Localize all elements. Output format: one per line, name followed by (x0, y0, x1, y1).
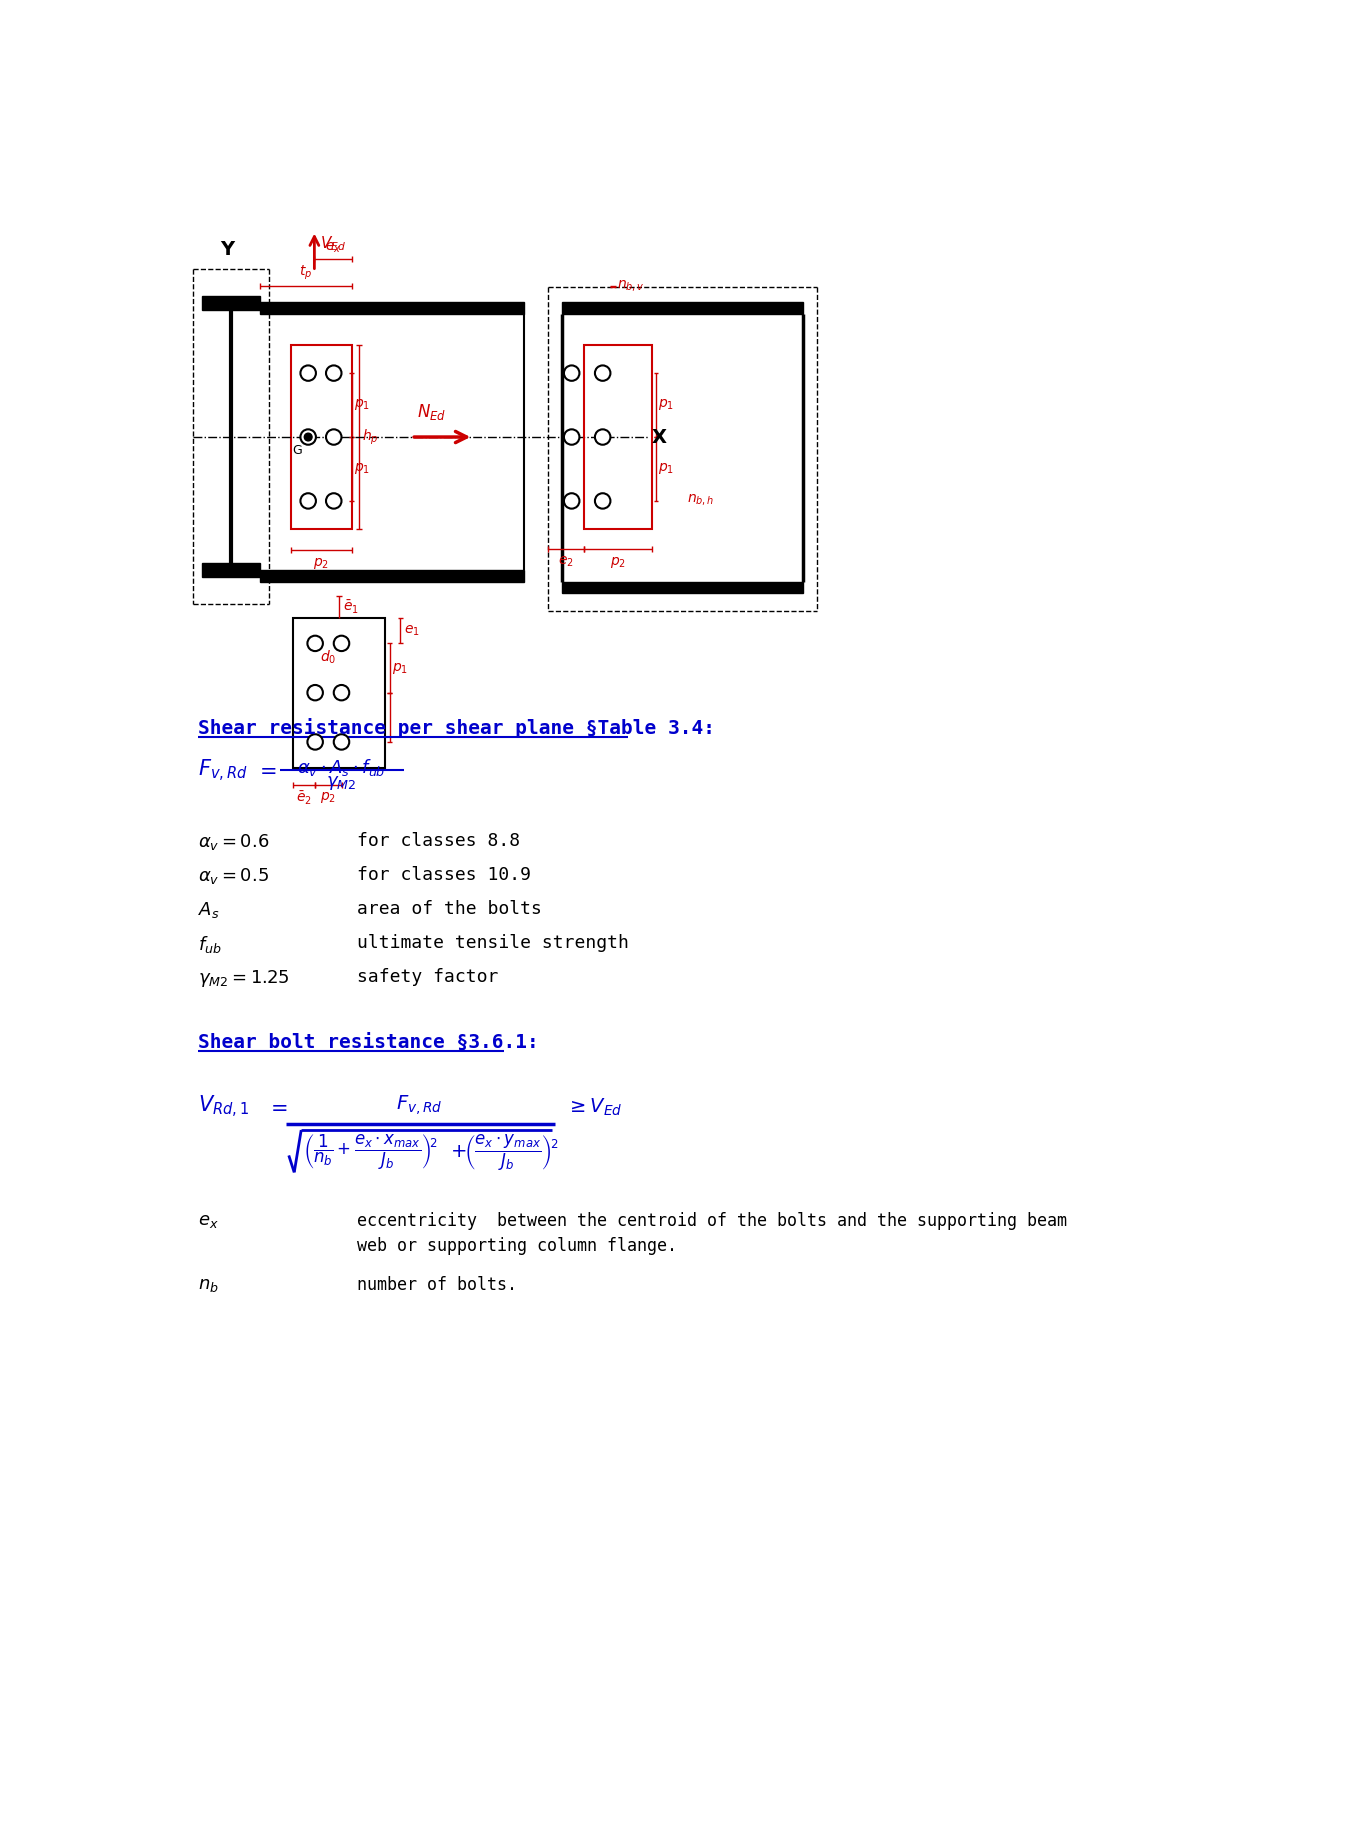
Text: $p_2$: $p_2$ (313, 557, 330, 572)
Text: G: G (293, 444, 302, 456)
Bar (584, 345, 653, 530)
Text: $A_s$: $A_s$ (198, 900, 220, 920)
Circle shape (595, 493, 610, 509)
Text: $\gamma_{M2} = 1.25$: $\gamma_{M2} = 1.25$ (198, 968, 290, 988)
Circle shape (304, 433, 312, 440)
Bar (562, 303, 803, 314)
Bar (260, 570, 524, 582)
Text: $\bar{e}_1$: $\bar{e}_1$ (343, 599, 358, 615)
Text: eccentricity  between the centroid of the bolts and the supporting beam: eccentricity between the centroid of the… (357, 1212, 1067, 1231)
Circle shape (564, 493, 580, 509)
Circle shape (326, 365, 342, 382)
Text: $n_{b,h}$: $n_{b,h}$ (687, 493, 714, 508)
Text: Shear bolt resistance §3.6.1:: Shear bolt resistance §3.6.1: (198, 1034, 539, 1052)
Text: $\left(\dfrac{1}{n_b}+\dfrac{e_x \cdot x_{max}}{J_b}\right)^{\!2}$: $\left(\dfrac{1}{n_b}+\dfrac{e_x \cdot x… (302, 1134, 438, 1172)
Text: $V_{Ed}$: $V_{Ed}$ (320, 234, 346, 254)
Circle shape (301, 493, 316, 509)
Circle shape (308, 685, 323, 701)
Text: $e_1$: $e_1$ (405, 623, 420, 637)
Text: $\gamma_{M2}$: $\gamma_{M2}$ (327, 774, 357, 792)
Text: for classes 10.9: for classes 10.9 (357, 866, 531, 884)
Text: $\alpha_v \cdot A_s \cdot f_{ub}$: $\alpha_v \cdot A_s \cdot f_{ub}$ (297, 756, 386, 778)
Text: $F_{v,Rd}$: $F_{v,Rd}$ (395, 1094, 442, 1118)
Circle shape (301, 429, 316, 446)
Text: X: X (651, 427, 666, 447)
Text: $p_2$: $p_2$ (610, 555, 627, 570)
Text: $=$: $=$ (265, 1097, 287, 1118)
Text: for classes 8.8: for classes 8.8 (357, 833, 520, 851)
Circle shape (564, 429, 580, 446)
Text: $=$: $=$ (254, 760, 276, 780)
Circle shape (334, 685, 349, 701)
Text: $n_b$: $n_b$ (198, 1276, 219, 1293)
Text: $V_{Rd,1}$: $V_{Rd,1}$ (198, 1094, 249, 1119)
Bar (294, 617, 384, 769)
Text: $p_1$: $p_1$ (354, 462, 369, 477)
Circle shape (334, 734, 349, 750)
Circle shape (595, 365, 610, 382)
Text: safety factor: safety factor (357, 968, 498, 986)
Circle shape (326, 493, 342, 509)
Text: $e_2$: $e_2$ (558, 555, 575, 570)
Text: number of bolts.: number of bolts. (357, 1276, 517, 1293)
Circle shape (334, 635, 349, 652)
Text: $p_1$: $p_1$ (658, 462, 674, 477)
Text: Y: Y (220, 241, 234, 259)
Circle shape (326, 429, 342, 446)
Text: $\geq V_{Ed}$: $\geq V_{Ed}$ (566, 1096, 622, 1118)
Text: web or supporting column flange.: web or supporting column flange. (357, 1236, 677, 1254)
Text: $p_1$: $p_1$ (391, 661, 408, 676)
Text: $+$: $+$ (450, 1143, 466, 1161)
Text: $n_{b,v}$: $n_{b,v}$ (617, 279, 644, 294)
Text: $\bar{e}_2$: $\bar{e}_2$ (297, 789, 312, 807)
Text: $p_2$: $p_2$ (320, 789, 337, 805)
Text: $e_x$: $e_x$ (324, 241, 341, 256)
Text: $f_{ub}$: $f_{ub}$ (198, 933, 222, 955)
Circle shape (301, 365, 316, 382)
Text: $p_1$: $p_1$ (658, 398, 674, 413)
Circle shape (308, 635, 323, 652)
Text: $p_1$: $p_1$ (354, 398, 369, 413)
Bar (562, 582, 803, 593)
Text: Shear resistance per shear plane §Table 3.4:: Shear resistance per shear plane §Table … (198, 718, 715, 738)
Text: $h_p$: $h_p$ (361, 427, 378, 447)
Text: $F_{v,Rd}$: $F_{v,Rd}$ (198, 758, 248, 783)
Text: $d_0$: $d_0$ (320, 648, 337, 666)
Text: $N_{Ed}$: $N_{Ed}$ (417, 402, 447, 422)
Bar (202, 562, 260, 577)
Text: $\alpha_v = 0.5$: $\alpha_v = 0.5$ (198, 866, 269, 886)
Bar (202, 296, 260, 310)
Text: $\left(\dfrac{e_x \cdot y_{max}}{J_b}\right)^{\!2}$: $\left(\dfrac{e_x \cdot y_{max}}{J_b}\ri… (464, 1134, 558, 1174)
Text: ultimate tensile strength: ultimate tensile strength (357, 933, 629, 951)
Text: $e_x$: $e_x$ (198, 1212, 219, 1231)
Bar (291, 345, 352, 530)
Bar (260, 303, 524, 314)
Text: $t_p$: $t_p$ (300, 265, 312, 283)
Circle shape (308, 734, 323, 750)
Text: $\alpha_v = 0.6$: $\alpha_v = 0.6$ (198, 833, 269, 853)
Circle shape (564, 365, 580, 382)
Circle shape (595, 429, 610, 446)
Text: area of the bolts: area of the bolts (357, 900, 542, 918)
